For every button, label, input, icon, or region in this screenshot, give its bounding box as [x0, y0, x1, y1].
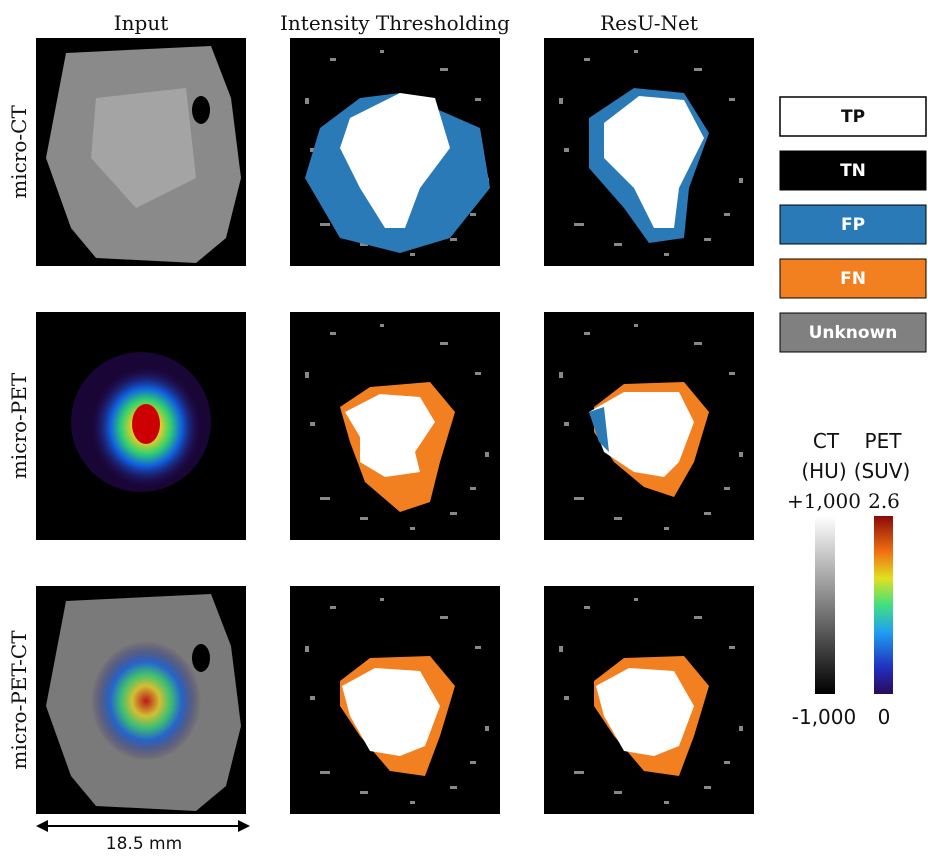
legend-label: FN: [840, 269, 866, 289]
panel: [544, 38, 754, 266]
panel: [36, 38, 246, 266]
panel: [290, 312, 500, 540]
colorbar-unit: (SUV): [854, 459, 911, 483]
column-header: Input: [114, 11, 169, 35]
column-header: Intensity Thresholding: [280, 11, 510, 35]
panel: [290, 38, 500, 266]
colorbar-name: PET: [865, 429, 903, 453]
legend-label: TN: [840, 161, 866, 181]
colorbar-min: 0: [878, 705, 891, 729]
panel: [290, 586, 500, 814]
colorbar-unit: (HU): [801, 459, 846, 483]
panel: [544, 312, 754, 540]
colorbar-max: 2.6: [868, 489, 900, 513]
panel: [36, 312, 246, 540]
panel: [544, 586, 754, 814]
legend-label: Unknown: [809, 323, 898, 343]
row-label: micro-CT: [7, 105, 31, 199]
colorbar-name: CT: [813, 429, 840, 453]
colorbar-min: -1,000: [792, 705, 856, 729]
row-label: micro-PET-CT: [7, 630, 31, 770]
column-header: ResU-Net: [600, 11, 698, 35]
scale-label: 18.5 mm: [106, 834, 182, 851]
colorbar-max: +1,000: [787, 489, 861, 513]
ct-colorbar: [815, 516, 835, 694]
panel: [36, 586, 246, 814]
row-label: micro-PET: [7, 372, 31, 479]
figure: Input Intensity Thresholding ResU-Net mi…: [0, 0, 928, 851]
legend-label: TP: [841, 107, 865, 127]
pet-colorbar: [874, 516, 893, 694]
legend-label: FP: [841, 215, 865, 235]
scale-bar: [36, 820, 250, 832]
